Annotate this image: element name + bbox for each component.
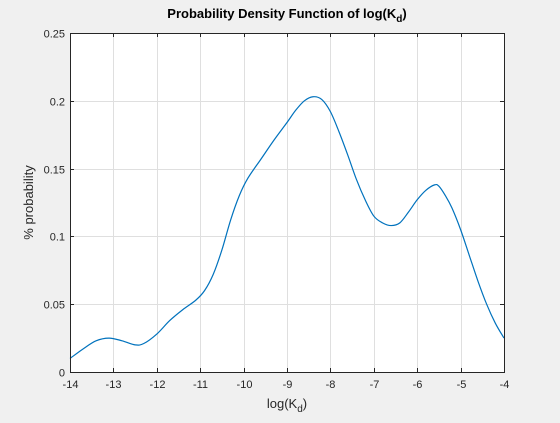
x-tick-label: -9: [283, 379, 293, 391]
x-tick-label: -13: [106, 379, 122, 391]
x-tick-label: -4: [500, 379, 510, 391]
y-tick-label: 0.2: [50, 97, 65, 109]
x-tick-label: -10: [237, 379, 253, 391]
x-axis-title: log(Kd): [267, 396, 307, 415]
y-axis-title: % probability: [21, 165, 36, 240]
pdf-series-line: [69, 96, 505, 359]
chart-title: Probability Density Function of log(Kd): [167, 6, 406, 25]
x-axis-title-main: log(K: [267, 396, 298, 411]
x-tick-label: -8: [326, 379, 336, 391]
chart-title-main: Probability Density Function of log(K: [167, 6, 397, 21]
x-axis-title-suffix: ): [303, 396, 307, 411]
x-tick-label: -14: [63, 379, 79, 391]
chart-title-subscript: d: [396, 14, 402, 25]
x-tick-label: -11: [193, 379, 208, 391]
y-tick-label: 0.15: [44, 165, 65, 177]
x-tick-label: -7: [370, 379, 380, 391]
y-tick-label: 0: [59, 368, 65, 380]
y-tick-label: 0.05: [44, 300, 65, 312]
x-axis-title-subscript: d: [297, 404, 303, 415]
chart-title-suffix: ): [402, 6, 406, 21]
y-tick-label: 0.25: [44, 29, 65, 41]
tick-layer: -14 -13 -12 -11 -10 -9 -8 -7 -6 -5 -4 0 0.05 0.1 0.15 0…: [44, 29, 510, 392]
x-tick-label: -5: [457, 379, 467, 391]
x-tick-label: -12: [150, 379, 166, 391]
y-tick-label: 0.1: [50, 232, 65, 244]
series-layer: [69, 96, 505, 359]
x-tick-label: -6: [413, 379, 423, 391]
